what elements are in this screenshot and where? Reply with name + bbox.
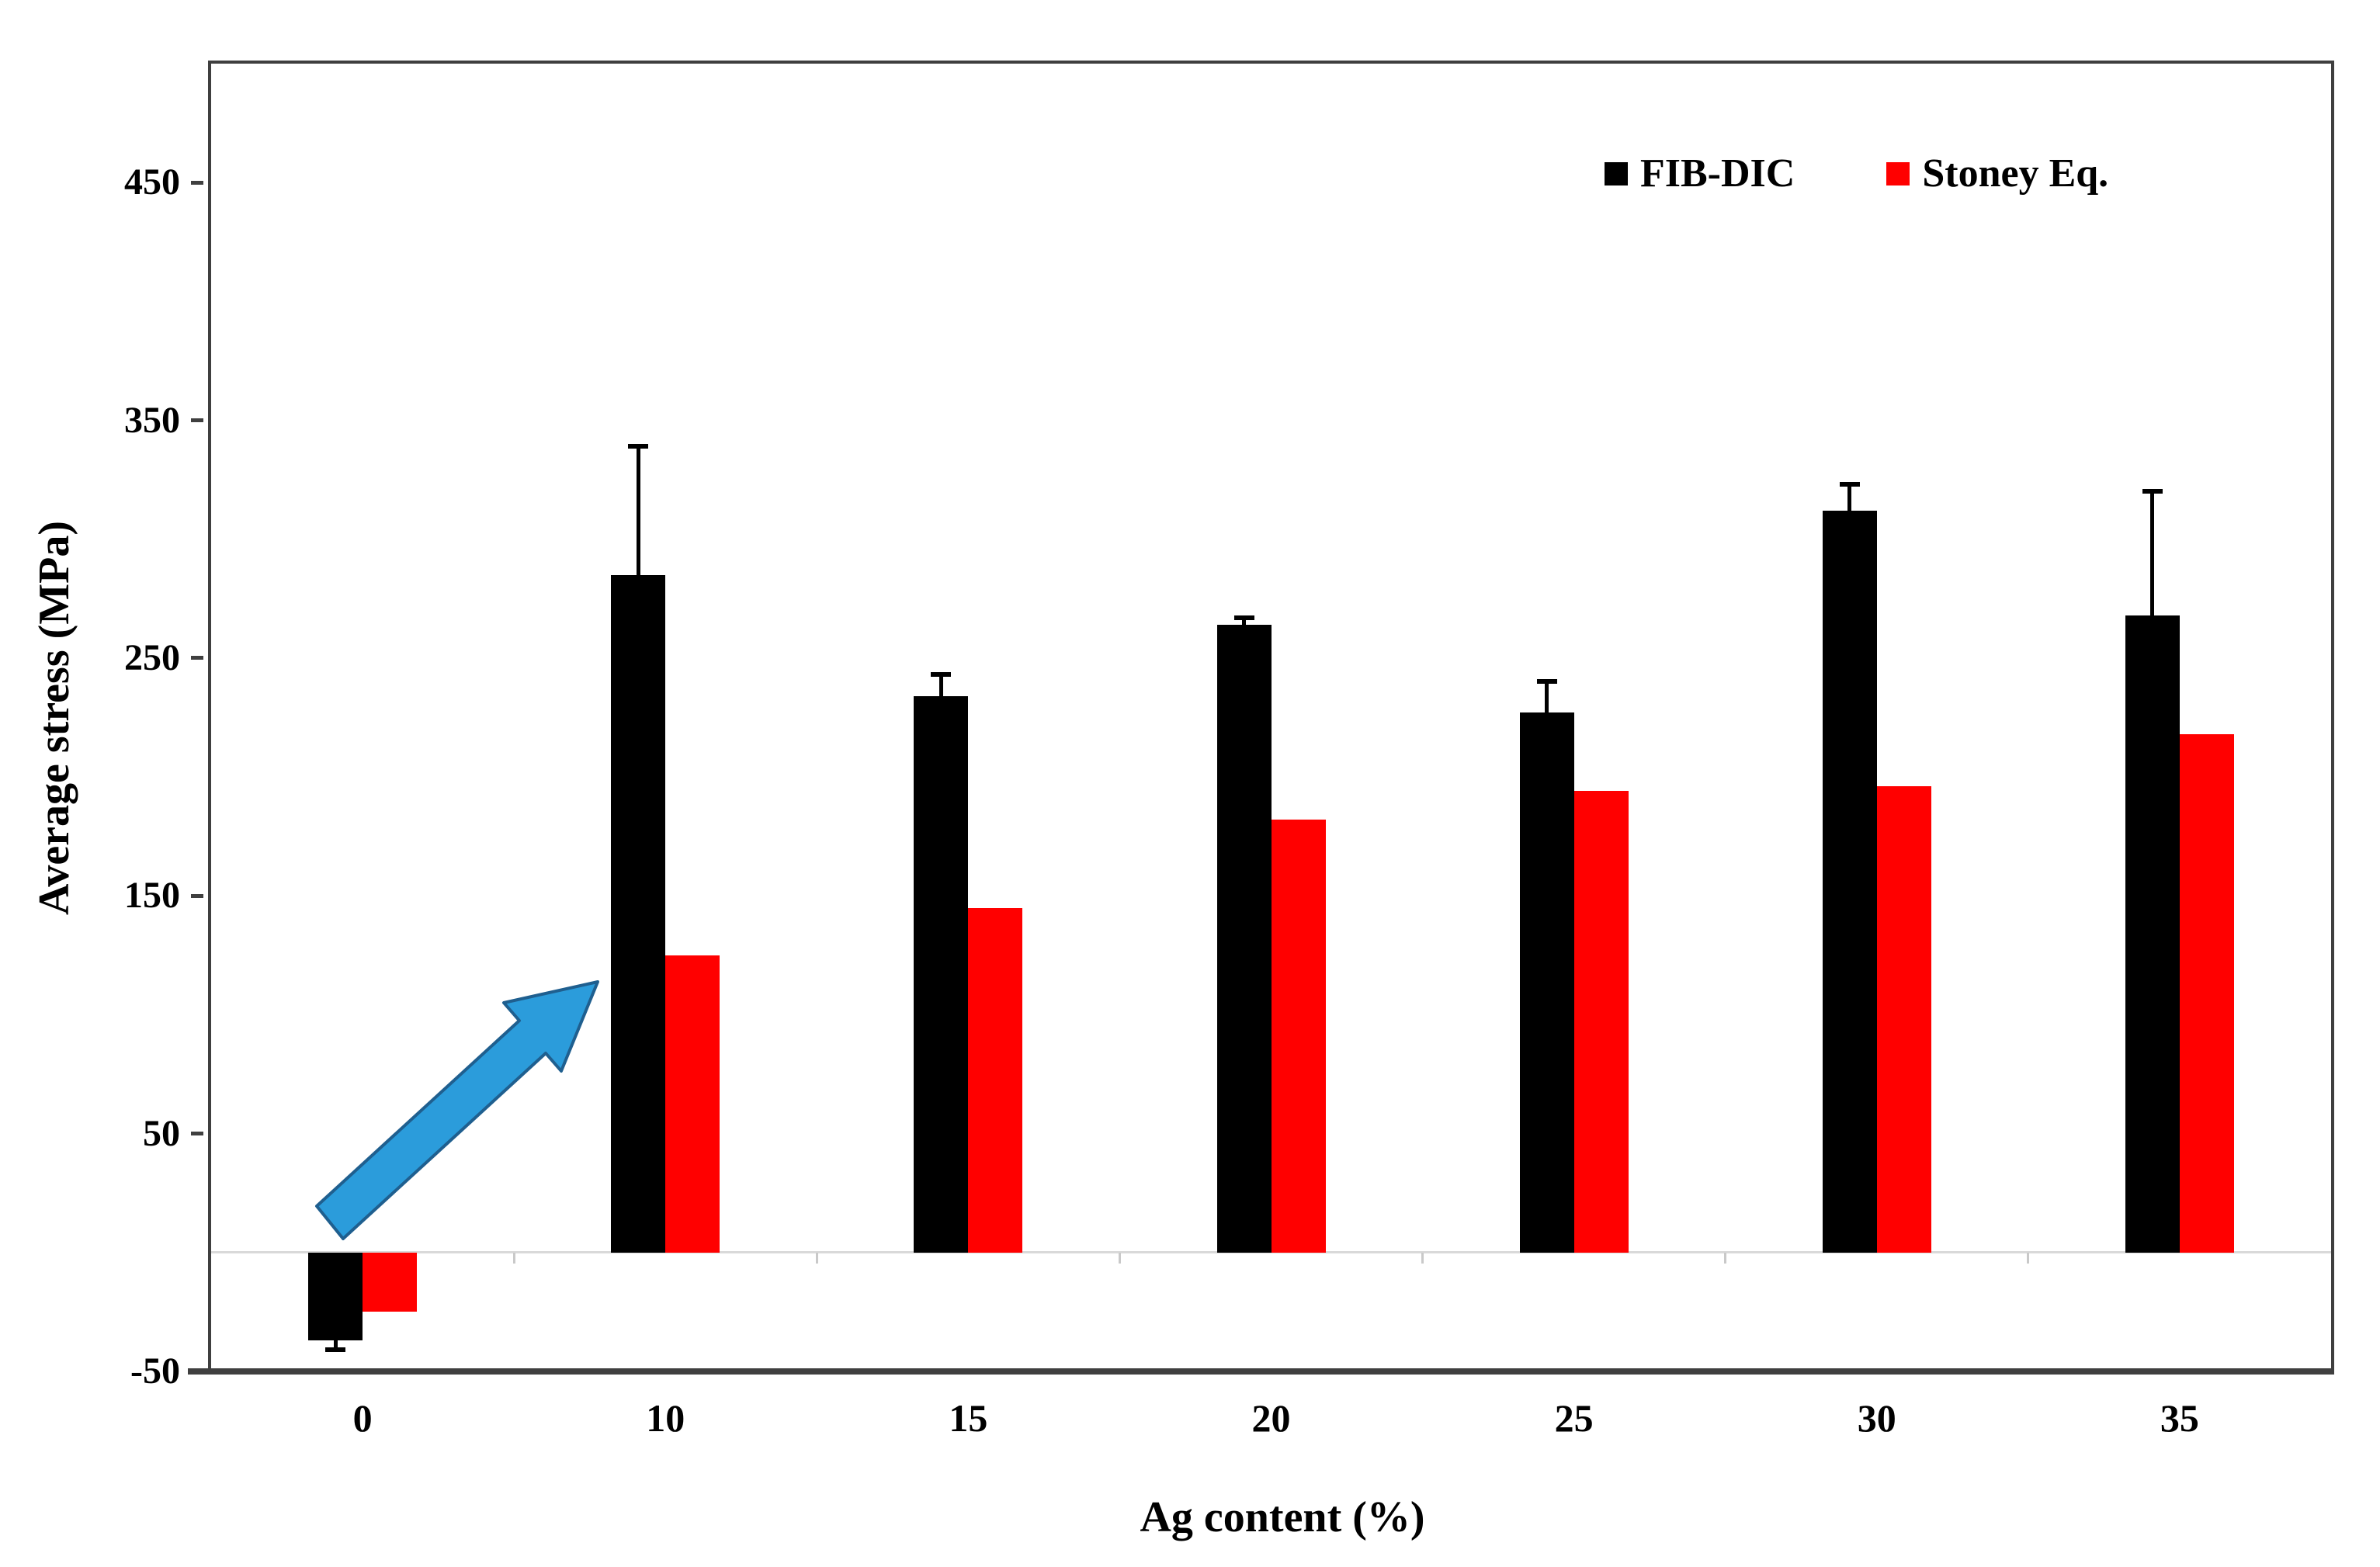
error-bar-cap-10 (628, 444, 649, 449)
error-bar-cap-25 (1536, 679, 1557, 685)
legend-swatch-stoney (1886, 161, 1910, 185)
bar-stoney-eq-20 (1271, 820, 1326, 1253)
y-tick-mark (191, 180, 203, 185)
error-bar-10 (636, 444, 640, 575)
bar-fib-dic-15 (914, 695, 969, 1253)
zero-axis-boundary-tick (512, 1252, 515, 1264)
x-tick-label: 15 (949, 1396, 988, 1440)
legend-item-fib-dic: FIB-DIC (1605, 151, 1795, 196)
error-bar-cap-35 (2142, 489, 2163, 494)
bar-fib-dic-20 (1216, 625, 1272, 1253)
plot-area: FIB-DIC Stoney Eq. (191, 61, 2334, 1374)
bar-stoney-eq-15 (968, 907, 1023, 1253)
bar-stoney-eq-25 (1573, 791, 1629, 1253)
legend-swatch-fib-dic (1605, 161, 1628, 185)
y-tick-mark (191, 1132, 203, 1136)
error-bar-25 (1545, 679, 1549, 713)
x-tick-label: 30 (1857, 1396, 1896, 1440)
error-bar-20 (1242, 615, 1246, 625)
y-tick-label: 150 (124, 875, 180, 917)
error-bar-0 (333, 1340, 338, 1353)
bar-stoney-eq-10 (665, 955, 720, 1253)
zero-axis-boundary-tick (2027, 1252, 2030, 1264)
legend: FIB-DIC Stoney Eq. (1605, 151, 2108, 196)
y-tick-label: 250 (124, 636, 180, 678)
zero-axis-boundary-tick (815, 1252, 818, 1264)
bar-fib-dic-10 (611, 574, 666, 1253)
x-tick-label: 20 (1251, 1396, 1291, 1440)
error-bar-cap-20 (1233, 615, 1254, 620)
x-tick-label: 0 (352, 1396, 373, 1440)
error-bar-cap-15 (931, 672, 952, 678)
x-axis-title: Ag content (%) (1140, 1493, 1425, 1541)
x-axis-line (188, 1368, 2334, 1375)
error-bar-30 (1847, 482, 1852, 511)
y-tick-label: 50 (143, 1112, 180, 1154)
bar-fib-dic-25 (1519, 712, 1574, 1253)
y-tick-mark (191, 893, 203, 898)
zero-axis-boundary-tick (1724, 1252, 1727, 1264)
error-bar-35 (2150, 489, 2155, 615)
legend-item-stoney: Stoney Eq. (1886, 151, 2108, 196)
legend-label-stoney: Stoney Eq. (1922, 151, 2109, 196)
zero-axis-line (211, 1251, 2331, 1254)
bar-stoney-eq-30 (1876, 786, 1931, 1253)
zero-axis-boundary-tick (1118, 1252, 1121, 1264)
error-bar-15 (938, 672, 943, 696)
bar-stoney-eq-35 (2179, 733, 2234, 1253)
y-tick-label: -50 (130, 1350, 180, 1392)
error-bar-cap-30 (1839, 482, 1860, 487)
bar-fib-dic-0 (308, 1252, 363, 1341)
error-bar-cap-0 (325, 1347, 346, 1353)
y-axis-title: Average stress (MPa) (30, 521, 78, 915)
y-tick-label: 450 (124, 161, 180, 203)
bar-stoney-eq-0 (363, 1252, 418, 1312)
y-tick-mark (191, 656, 203, 660)
x-tick-label: 35 (2160, 1396, 2199, 1440)
bar-fib-dic-35 (2125, 615, 2180, 1253)
x-tick-label: 25 (1554, 1396, 1594, 1440)
x-tick-label: 10 (646, 1396, 685, 1440)
y-tick-label: 350 (124, 399, 180, 441)
legend-label-fib-dic: FIB-DIC (1640, 151, 1795, 196)
bar-fib-dic-30 (1822, 510, 1877, 1253)
y-tick-mark (191, 418, 203, 423)
zero-axis-boundary-tick (1421, 1252, 1424, 1264)
